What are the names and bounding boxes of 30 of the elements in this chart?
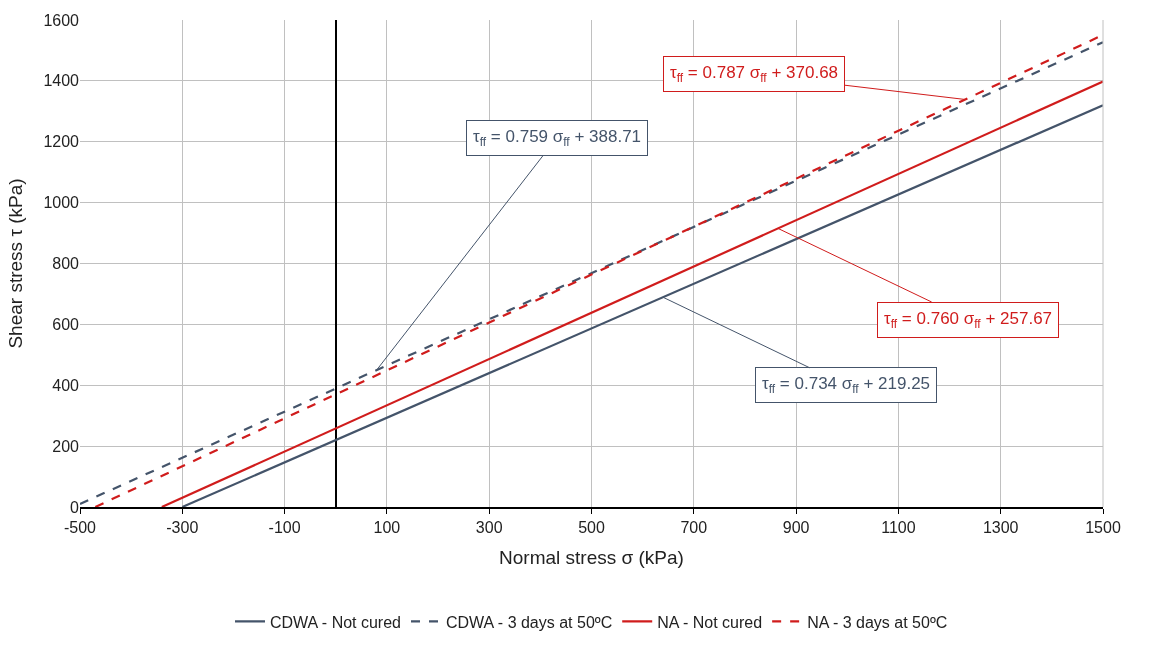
x-tick-label: -100 xyxy=(268,519,301,537)
y-tick-label: 400 xyxy=(52,376,80,394)
x-axis-title: Normal stress σ (kPa) xyxy=(499,546,684,568)
annotation: τ$_{ff}$ = 0.759 σ$_{ff}$ + 388.71 xyxy=(473,127,642,149)
x-tick-label: 300 xyxy=(475,519,503,537)
x-tick-label: 100 xyxy=(373,519,401,537)
y-tick-label: 1600 xyxy=(43,11,80,29)
y-tick-label: 1400 xyxy=(43,72,80,90)
y-tick-label: 0 xyxy=(70,498,80,516)
x-tick-label: 1100 xyxy=(881,519,916,537)
y-tick-label: 200 xyxy=(52,437,80,455)
x-tick-label: -500 xyxy=(63,519,97,537)
y-axis-title: Shear stress τ (kPa) xyxy=(5,178,27,349)
legend-label: NA - Not cured xyxy=(657,613,763,631)
legend-label: NA - 3 days at 50ºC xyxy=(807,613,948,631)
annotation: τ$_{ff}$ = 0.734 σ$_{ff}$ + 219.25 xyxy=(762,374,931,396)
y-tick-label: 1000 xyxy=(43,194,80,212)
x-tick-label: 700 xyxy=(680,519,708,537)
legend-label: CDWA - Not cured xyxy=(270,613,401,631)
legend-label: CDWA - 3 days at 50ºC xyxy=(446,613,613,631)
x-tick-label: -300 xyxy=(166,519,199,537)
x-tick-label: 1500 xyxy=(1085,519,1121,537)
y-tick-label: 600 xyxy=(52,315,80,333)
x-tick-label: 1300 xyxy=(982,519,1019,537)
x-tick-label: 900 xyxy=(782,519,810,537)
x-tick-label: 500 xyxy=(578,519,605,537)
annotation: τ$_{ff}$ = 0.787 σ$_{ff}$ + 370.68 xyxy=(670,63,839,85)
y-tick-label: 800 xyxy=(52,255,80,273)
annotation: τ$_{ff}$ = 0.760 σ$_{ff}$ + 257.67 xyxy=(884,309,1053,331)
y-tick-label: 1200 xyxy=(43,133,80,151)
